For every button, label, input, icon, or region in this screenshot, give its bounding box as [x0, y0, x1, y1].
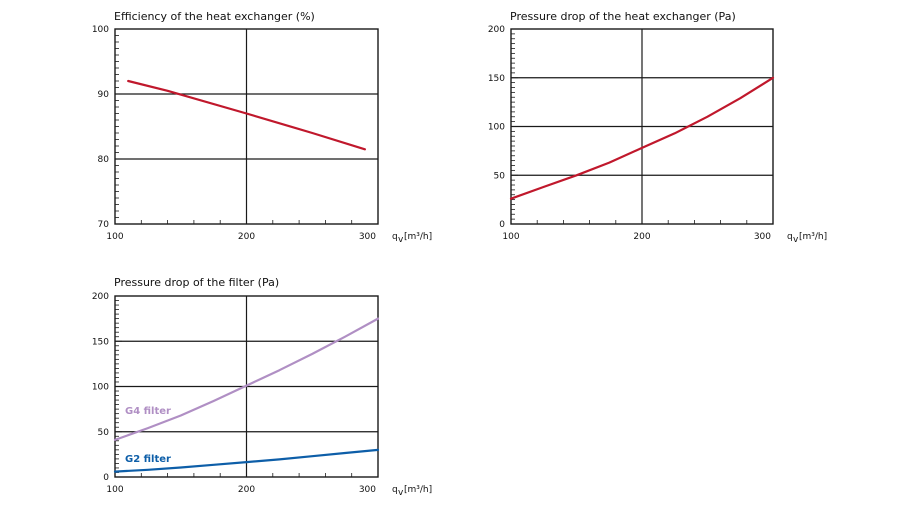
x-axis-label: q: [787, 232, 793, 242]
y-tick-label: 50: [494, 171, 506, 181]
x-tick-label: 100: [502, 232, 519, 242]
x-axis-label: q: [392, 485, 398, 495]
x-tick-label: 100: [106, 485, 123, 495]
y-tick-label: 150: [488, 74, 505, 84]
y-tick-label: 100: [488, 123, 505, 133]
x-tick-label: 200: [238, 485, 255, 495]
chart-pressure_hx: Pressure drop of the heat exchanger (Pa)…: [488, 10, 827, 245]
series-line-g4-filter: [113, 317, 380, 441]
x-axis-label-subscript: v: [398, 235, 404, 245]
y-tick-label: 100: [92, 383, 109, 393]
plot-frame: [114, 28, 379, 225]
annotation-g4-filter: G4 filter: [125, 406, 171, 417]
x-axis-unit: [m³/h]: [799, 232, 827, 242]
chart-efficiency: Efficiency of the heat exchanger (%) 70 80…: [92, 10, 432, 245]
y-tick-label: 200: [488, 25, 505, 35]
plot-frame: [510, 28, 774, 225]
x-axis-label-subscript: v: [398, 488, 404, 498]
x-axis-unit: [m³/h]: [404, 232, 432, 242]
y-tick-label: 0: [103, 473, 109, 483]
chart-title: Efficiency of the heat exchanger (%): [114, 10, 315, 23]
x-tick-label: 300: [754, 232, 771, 242]
y-tick-label: 80: [98, 155, 110, 165]
y-tick-label: 90: [98, 90, 110, 100]
annotation-g2-filter: G2 filter: [125, 454, 171, 465]
x-tick-label: 300: [359, 232, 376, 242]
x-tick-label: 200: [633, 232, 650, 242]
y-tick-label: 200: [92, 292, 109, 302]
y-tick-label: 100: [92, 25, 109, 35]
x-tick-label: 100: [106, 232, 123, 242]
x-axis-unit: [m³/h]: [404, 485, 432, 495]
x-axis-label-subscript: v: [793, 235, 799, 245]
series-line-g2-filter: [113, 448, 380, 473]
y-tick-label: 150: [92, 337, 109, 347]
chart-title: Pressure drop of the heat exchanger (Pa): [510, 10, 736, 23]
series-line-pressure-drop: [509, 76, 775, 200]
plot-frame: [114, 295, 379, 478]
y-tick-label: 70: [98, 220, 110, 230]
chart-pressure_filter: Pressure drop of the filter (Pa) 0 50 100 15…: [92, 276, 432, 498]
x-axis-label: q: [392, 232, 398, 242]
y-tick-label: 50: [98, 428, 110, 438]
series-line-efficiency: [127, 79, 366, 151]
chart-title: Pressure drop of the filter (Pa): [114, 276, 279, 289]
x-tick-label: 300: [359, 485, 376, 495]
y-tick-label: 0: [499, 220, 505, 230]
x-tick-label: 200: [238, 232, 255, 242]
